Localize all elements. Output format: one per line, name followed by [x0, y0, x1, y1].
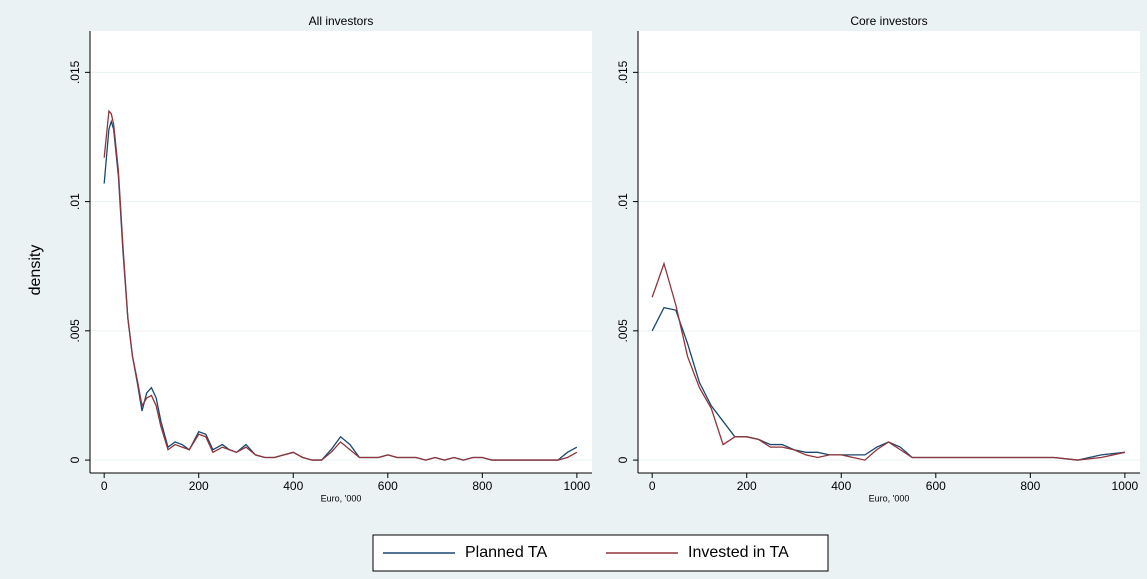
x-tick-label: 800 [1020, 479, 1040, 493]
x-tick-label: 400 [283, 479, 303, 493]
y-axis-label: density [27, 245, 44, 296]
y-tick-label: .005 [616, 319, 630, 343]
plot-area [90, 31, 592, 473]
x-tick-label: 400 [831, 479, 851, 493]
panel-title: All investors [309, 14, 374, 28]
y-tick-label: .005 [68, 319, 82, 343]
y-tick-label: .015 [68, 60, 82, 84]
legend-label: Invested in TA [688, 544, 789, 561]
x-tick-label: 600 [378, 479, 398, 493]
x-tick-label: 800 [472, 479, 492, 493]
x-tick-label: 1000 [564, 479, 591, 493]
x-axis-label: Euro, '000 [869, 493, 910, 503]
x-tick-label: 1000 [1112, 479, 1139, 493]
y-tick-label: .015 [616, 60, 630, 84]
x-tick-label: 200 [189, 479, 209, 493]
x-tick-label: 600 [926, 479, 946, 493]
x-tick-label: 200 [737, 479, 757, 493]
legend-label: Planned TA [465, 544, 547, 561]
x-axis-label: Euro, '000 [321, 493, 362, 503]
y-tick-label: .01 [616, 193, 630, 210]
panel-title: Core investors [850, 14, 927, 28]
y-tick-label: .01 [68, 193, 82, 210]
x-tick-label: 0 [101, 479, 108, 493]
series-line [103, 109, 578, 461]
plot-area [638, 31, 1140, 473]
y-tick-label: 0 [68, 456, 82, 463]
series-line [651, 261, 1126, 461]
y-tick-label: 0 [616, 456, 630, 463]
x-tick-label: 0 [649, 479, 656, 493]
